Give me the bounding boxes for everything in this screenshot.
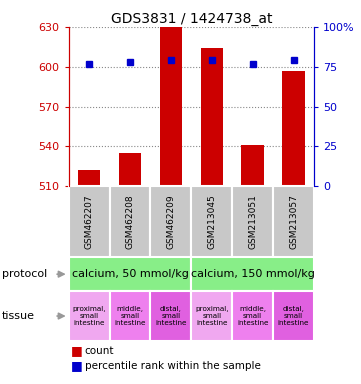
Bar <box>109 291 151 341</box>
Bar <box>151 186 191 257</box>
Text: GSM462209: GSM462209 <box>166 194 175 249</box>
Bar <box>191 291 232 341</box>
Text: percentile rank within the sample: percentile rank within the sample <box>85 361 261 371</box>
Text: distal,
small
intestine: distal, small intestine <box>155 306 187 326</box>
Text: GSM213051: GSM213051 <box>248 194 257 249</box>
Text: proximal,
small
intestine: proximal, small intestine <box>195 306 229 326</box>
Text: calcium, 150 mmol/kg: calcium, 150 mmol/kg <box>191 269 315 279</box>
Text: ■: ■ <box>70 344 82 357</box>
Bar <box>151 291 191 341</box>
Bar <box>242 145 264 186</box>
Text: tissue: tissue <box>2 311 35 321</box>
Text: GSM462208: GSM462208 <box>126 194 134 249</box>
Bar <box>69 291 109 341</box>
Bar <box>200 48 223 186</box>
Bar <box>109 186 151 257</box>
Text: GSM462207: GSM462207 <box>84 194 93 249</box>
Bar <box>191 186 232 257</box>
Title: GDS3831 / 1424738_at: GDS3831 / 1424738_at <box>110 12 272 26</box>
Bar <box>160 27 182 186</box>
Text: middle,
small
intestine: middle, small intestine <box>237 306 269 326</box>
Bar <box>273 291 314 341</box>
Text: ■: ■ <box>70 359 82 372</box>
Text: count: count <box>85 346 114 356</box>
Text: protocol: protocol <box>2 269 47 279</box>
Text: proximal,
small
intestine: proximal, small intestine <box>72 306 106 326</box>
Bar <box>191 257 314 291</box>
Text: GSM213045: GSM213045 <box>207 194 216 249</box>
Text: calcium, 50 mmol/kg: calcium, 50 mmol/kg <box>71 269 188 279</box>
Bar <box>69 186 109 257</box>
Bar <box>282 71 305 186</box>
Bar <box>119 153 141 186</box>
Text: distal,
small
intestine: distal, small intestine <box>278 306 309 326</box>
Text: middle,
small
intestine: middle, small intestine <box>114 306 146 326</box>
Bar <box>232 291 273 341</box>
Bar <box>78 170 100 186</box>
Text: GSM213057: GSM213057 <box>289 194 298 249</box>
Bar <box>273 186 314 257</box>
Bar <box>69 257 191 291</box>
Bar <box>232 186 273 257</box>
